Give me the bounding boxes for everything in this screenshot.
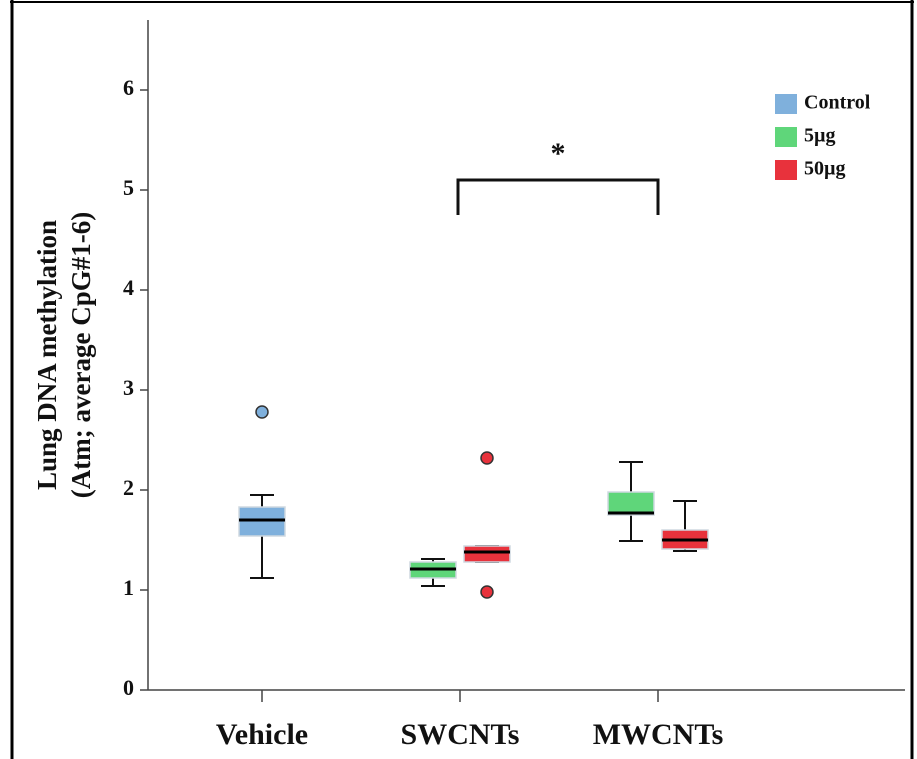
y-tick-label: 3 xyxy=(123,375,134,400)
legend-label: Control xyxy=(804,92,871,114)
box xyxy=(463,545,511,563)
significance-label: * xyxy=(551,137,566,170)
y-tick-label: 0 xyxy=(123,675,134,700)
legend-swatch xyxy=(775,94,797,114)
outlier xyxy=(255,405,269,419)
y-tick-label: 1 xyxy=(123,575,134,600)
y-tick-label: 5 xyxy=(123,175,134,200)
outlier xyxy=(480,585,494,599)
legend-label: 5µg xyxy=(804,125,836,147)
y-axis-label: (Atm; average CpG#1-6) xyxy=(66,212,96,498)
x-tick-label: Vehicle xyxy=(216,718,308,751)
legend-swatch xyxy=(775,160,797,180)
box xyxy=(607,491,655,516)
legend-swatch xyxy=(775,127,797,147)
outlier xyxy=(480,451,494,465)
y-tick-label: 4 xyxy=(123,275,134,300)
significance-bracket xyxy=(456,178,660,215)
y-tick-label: 6 xyxy=(123,75,134,100)
x-tick-label: SWCNTs xyxy=(401,718,520,751)
y-axis-label: Lung DNA methylation xyxy=(32,220,62,490)
x-tick-label: MWCNTs xyxy=(593,718,724,751)
y-tick-label: 2 xyxy=(123,475,134,500)
legend-label: 50µg xyxy=(804,158,846,180)
